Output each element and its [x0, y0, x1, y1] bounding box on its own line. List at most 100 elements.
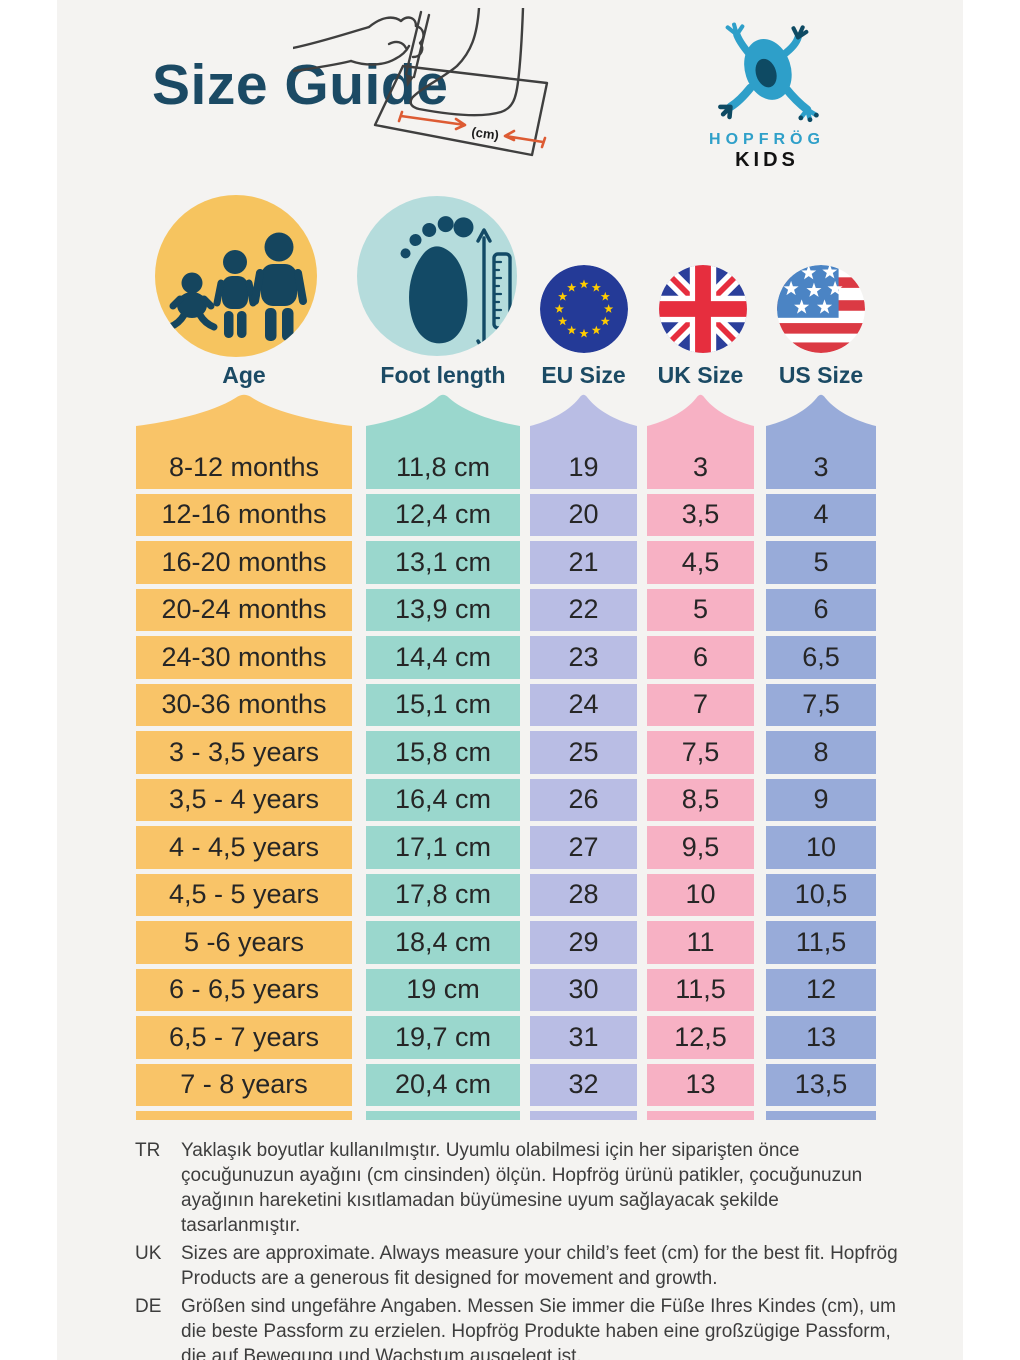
table-cell-uk: 7 — [647, 683, 754, 726]
column-arch-top — [647, 394, 754, 446]
table-cell-us: 10 — [766, 826, 876, 869]
footnote-text: Sizes are approximate. Always measure yo… — [181, 1243, 898, 1289]
table-cell-us: 3 — [766, 446, 876, 489]
table-cell-eu: 26 — [530, 778, 637, 821]
table-cell-us: 6 — [766, 588, 876, 631]
table-cell-eu: 31 — [530, 1016, 637, 1059]
table-cell-uk: 5 — [647, 588, 754, 631]
cm-caption: (cm) — [471, 124, 500, 143]
table-cell-uk: 3,5 — [647, 493, 754, 536]
table-cell-eu: 23 — [530, 636, 637, 679]
column-partial-row — [766, 1111, 876, 1120]
table-cell-uk: 13 — [647, 1063, 754, 1106]
table-cell-us: 13 — [766, 1016, 876, 1059]
table-cell-eu: 30 — [530, 968, 637, 1011]
column-partial-row — [366, 1111, 520, 1120]
column-header-age: Age — [222, 362, 266, 388]
table-cell-foot: 18,4 cm — [366, 921, 520, 964]
table-cell-foot: 20,4 cm — [366, 1063, 520, 1106]
table-cell-us: 10,5 — [766, 873, 876, 916]
column-header-eu-size: EU Size — [541, 362, 626, 388]
table-cell-age: 20-24 months — [136, 588, 352, 631]
table-cell-foot: 19 cm — [366, 968, 520, 1011]
table-cell-eu: 32 — [530, 1063, 637, 1106]
table-cell-eu: 27 — [530, 826, 637, 869]
table-cell-uk: 8,5 — [647, 778, 754, 821]
table-cell-us: 9 — [766, 778, 876, 821]
column-partial-row — [647, 1111, 754, 1120]
footnote-lang: DE — [135, 1296, 162, 1317]
column-partial-row — [136, 1111, 352, 1120]
table-cell-age: 6 - 6,5 years — [136, 968, 352, 1011]
column-uk-size: UK Size 3 3,5 4,5 5 6 7 7,5 8,5 9,5 10 11 11,5 12,5 1… — [647, 362, 754, 1120]
table-cell-us: 11,5 — [766, 921, 876, 964]
column-arch-top — [136, 394, 352, 446]
table-cell-foot: 19,7 cm — [366, 1016, 520, 1059]
table-cell-us: 4 — [766, 493, 876, 536]
table-cell-uk: 11,5 — [647, 968, 754, 1011]
column-foot-length: Foot length 11,8 cm 12,4 cm 13,1 cm 13,9 cm… — [366, 362, 520, 1120]
table-cell-age: 5 -6 years — [136, 921, 352, 964]
table-cell-uk: 10 — [647, 873, 754, 916]
table-cell-foot: 17,8 cm — [366, 873, 520, 916]
table-cell-age: 24-30 months — [136, 636, 352, 679]
table-cell-eu: 22 — [530, 588, 637, 631]
table-cell-age: 7 - 8 years — [136, 1063, 352, 1106]
table-cell-age: 16-20 months — [136, 541, 352, 584]
column-eu-size: EU Size 19 20 21 22 23 24 25 26 27 28 29 30 31 32 — [530, 362, 637, 1120]
us-flag-icon — [777, 265, 865, 353]
foot-measuring-illustration: (cm) — [293, 8, 549, 157]
table-cell-foot: 13,9 cm — [366, 588, 520, 631]
column-rows: 3 4 5 6 6,5 7,5 8 9 10 10,5 11,5 12 13 13,5 — [766, 446, 876, 1106]
column-rows: 19 20 21 22 23 24 25 26 27 28 29 30 31 32 — [530, 446, 637, 1106]
table-cell-age: 12-16 months — [136, 493, 352, 536]
table-cell-age: 8-12 months — [136, 446, 352, 489]
frog-logo-icon — [718, 22, 819, 123]
table-cell-us: 7,5 — [766, 683, 876, 726]
table-cell-foot: 11,8 cm — [366, 446, 520, 489]
table-cell-eu: 21 — [530, 541, 637, 584]
table-cell-uk: 9,5 — [647, 826, 754, 869]
table-cell-uk: 6 — [647, 636, 754, 679]
table-cell-uk: 12,5 — [647, 1016, 754, 1059]
footnote-text: Größen sind ungefähre Angaben. Messen Si… — [181, 1296, 896, 1360]
table-cell-age: 3,5 - 4 years — [136, 778, 352, 821]
table-cell-foot: 15,1 cm — [366, 683, 520, 726]
table-cell-uk: 3 — [647, 446, 754, 489]
table-cell-uk: 11 — [647, 921, 754, 964]
brand-logo: HOPFRÖG KIDS — [688, 22, 846, 172]
table-cell-foot: 15,8 cm — [366, 731, 520, 774]
pencil-tip — [406, 74, 414, 87]
column-us-size: US Size 3 4 5 6 6,5 7,5 8 9 10 10,5 11,5 12 13 13,5 — [766, 362, 876, 1120]
column-arch-top — [530, 394, 637, 446]
table-cell-foot: 16,4 cm — [366, 778, 520, 821]
page-title: Size Guide — [152, 53, 449, 117]
table-cell-uk: 7,5 — [647, 731, 754, 774]
table-cell-age: 3 - 3,5 years — [136, 731, 352, 774]
table-cell-age: 4 - 4,5 years — [136, 826, 352, 869]
table-cell-foot: 12,4 cm — [366, 493, 520, 536]
column-rows: 11,8 cm 12,4 cm 13,1 cm 13,9 cm 14,4 cm 15,1 … — [366, 446, 520, 1106]
table-cell-us: 5 — [766, 541, 876, 584]
table-cell-us: 6,5 — [766, 636, 876, 679]
table-cell-eu: 29 — [530, 921, 637, 964]
column-header-us-size: US Size — [778, 362, 864, 388]
column-header-foot-length: Foot length — [380, 362, 506, 388]
uk-flag-icon — [659, 265, 747, 353]
column-arch-top — [366, 394, 520, 446]
brand-subname: KIDS — [735, 149, 799, 171]
eu-flag-icon — [540, 265, 628, 353]
footnote-uk: UK Sizes are approximate. Always measure… — [135, 1241, 901, 1291]
table-cell-uk: 4,5 — [647, 541, 754, 584]
footnote-tr: TR Yaklaşık boyutlar kullanılmıştır. Uyu… — [135, 1138, 901, 1238]
age-family-icon — [155, 195, 317, 357]
table-cell-age: 30-36 months — [136, 683, 352, 726]
footnote-lang: UK — [135, 1243, 162, 1264]
table-cell-eu: 28 — [530, 873, 637, 916]
column-age: Age 8-12 months 12-16 months 16-20 months 2… — [136, 362, 352, 1120]
footnote-lang: TR — [135, 1140, 161, 1161]
table-cell-foot: 14,4 cm — [366, 636, 520, 679]
column-rows: 3 3,5 4,5 5 6 7 7,5 8,5 9,5 10 11 11,5 12,5 13 — [647, 446, 754, 1106]
table-cell-eu: 19 — [530, 446, 637, 489]
